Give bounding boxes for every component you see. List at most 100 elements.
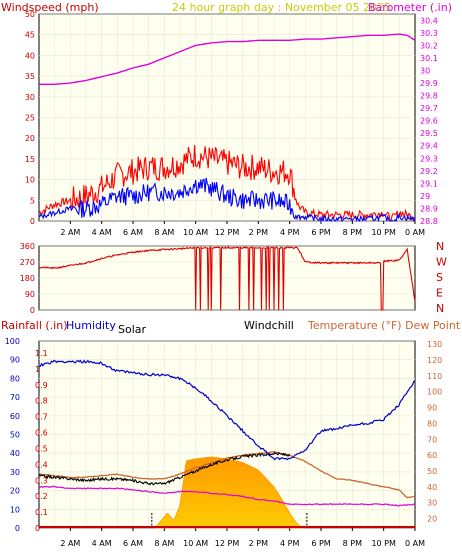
solar-label: Solar — [118, 323, 147, 336]
rainfall-tick-label: 0 — [35, 524, 40, 533]
humidity-tick-label: 0 — [15, 524, 20, 533]
direction-tick-label: 270 — [20, 258, 35, 267]
x-tick-label: 0 AM — [405, 539, 425, 548]
x-tick-label: 4 AM — [92, 539, 112, 548]
humidity-tick-label: 90 — [10, 356, 20, 365]
wind-barometer-panel: 0 5 10 15 20 25 30 35 40 45 50 28.8 28.9 29 29.1 29.2 29… — [25, 10, 438, 237]
direction-tick-label: 180 — [20, 274, 35, 283]
temperature-tick-label: 20 — [427, 514, 437, 523]
x-tick-label: 10 AM — [183, 228, 208, 237]
humidity-axis-title: Humidity — [66, 319, 116, 332]
temperature-tick-label: 110 — [427, 372, 442, 381]
wind-speed-tick-label: 15 — [25, 155, 35, 164]
humidity-line — [38, 359, 416, 461]
humidity-tick-label: 70 — [10, 393, 20, 402]
barometer-tick-label: 28.9 — [420, 204, 438, 213]
temperature-tick-label: 80 — [427, 419, 437, 428]
temperature-dewpoint-axis-title: Temperature (°F) Dew Point (°F) — [307, 319, 462, 332]
x-tick-label: 2 AM — [60, 228, 80, 237]
barometer-tick-label: 29 — [420, 192, 430, 201]
humidity-tick-label: 60 — [10, 412, 20, 421]
x-tick-label: 6 PM — [311, 539, 330, 548]
x-tick-label: 10 PM — [371, 228, 396, 237]
wind-speed-tick-label: 50 — [25, 10, 35, 19]
temperature-tick-label: 40 — [427, 483, 437, 492]
temperature-tick-label: 30 — [427, 499, 437, 508]
barometer-tick-label: 30.4 — [420, 16, 438, 25]
humidity-tick-label: 80 — [10, 374, 20, 383]
x-tick-label: 2 PM — [249, 228, 268, 237]
dewpoint-line — [38, 485, 416, 507]
direction-tick-label: 0 — [30, 306, 35, 315]
barometer-tick-label: 30.2 — [420, 41, 438, 50]
barometer-tick-label: 29.2 — [420, 167, 438, 176]
rainfall-tick-label: 0.6 — [35, 429, 48, 438]
wind-speed-tick-label: 5 — [30, 196, 35, 205]
barometer-tick-label: 29.5 — [420, 129, 438, 138]
rainfall-tick-label: 0.1 — [35, 508, 48, 517]
chart-title: 24 hour graph day : November 05 2025 — [172, 1, 391, 14]
temperature-tick-label: 90 — [427, 404, 437, 413]
rainfall-tick-label: 0.5 — [35, 444, 48, 453]
barometer-tick-label: 30.3 — [420, 29, 438, 38]
wind-speed-tick-label: 45 — [25, 31, 35, 40]
windchill-line — [38, 451, 291, 486]
x-tick-label: 10 PM — [371, 539, 396, 548]
compass-label: W — [436, 256, 447, 269]
x-tick-label: 8 PM — [343, 228, 362, 237]
rainfall-axis-title: Rainfall (.in) — [1, 319, 68, 332]
barometer-line — [39, 33, 416, 86]
wind-gust-line — [38, 145, 416, 222]
compass-label: E — [436, 287, 443, 300]
humidity-tick-label: 20 — [10, 487, 20, 496]
wind-speed-tick-label: 40 — [25, 51, 35, 60]
barometer-tick-label: 29.8 — [420, 92, 438, 101]
barometer-tick-label: 29.7 — [420, 104, 438, 113]
rainfall-tick-label: 0.3 — [35, 476, 48, 485]
wind-direction-line — [38, 245, 416, 311]
wind-speed-tick-label: 20 — [25, 134, 35, 143]
x-tick-label: 12 PM — [215, 539, 240, 548]
x-tick-label: 2 PM — [249, 539, 268, 548]
humidity-tick-label: 10 — [10, 505, 20, 514]
wind-speed-tick-label: 0 — [30, 217, 35, 226]
x-tick-label: 4 PM — [280, 228, 299, 237]
compass-label: S — [436, 271, 443, 284]
barometer-tick-label: 29.4 — [420, 142, 438, 151]
rainfall-tick-label: 0.7 — [35, 413, 48, 422]
barometer-tick-label: 29.6 — [420, 117, 438, 126]
x-tick-label: 6 PM — [311, 228, 330, 237]
x-tick-label: 8 AM — [154, 539, 174, 548]
temperature-tick-label: 120 — [427, 356, 442, 365]
direction-tick-label: 90 — [25, 290, 35, 299]
temperature-line — [38, 450, 416, 499]
wind-speed-tick-label: 10 — [25, 176, 35, 185]
temperature-tick-label: 130 — [427, 340, 442, 349]
x-tick-label: 12 PM — [215, 228, 240, 237]
wind-speed-axis-title: Windspeed (mph) — [1, 1, 99, 14]
rainfall-tick-label: 0.2 — [35, 492, 48, 501]
barometer-axis-title: Barometer (.in) — [368, 1, 452, 14]
x-tick-label: 8 PM — [343, 539, 362, 548]
rainfall-tick-label: 0.8 — [35, 397, 48, 406]
direction-tick-label: 360 — [20, 242, 35, 251]
x-tick-label: 10 AM — [183, 539, 208, 548]
temperature-tick-label: 50 — [427, 467, 437, 476]
x-tick-label: 6 AM — [123, 228, 143, 237]
wind-speed-tick-label: 35 — [25, 72, 35, 81]
barometer-tick-label: 28.8 — [420, 217, 438, 226]
humidity-tick-label: 100 — [5, 337, 20, 346]
rainfall-tick-label: 0.9 — [35, 381, 48, 390]
compass-label: N — [436, 302, 444, 315]
wind-average-line — [38, 177, 416, 224]
rainfall-tick-label: 1.1 — [35, 349, 48, 358]
x-tick-label: 0 AM — [405, 228, 425, 237]
x-tick-label: 8 AM — [154, 228, 174, 237]
barometer-tick-label: 29.1 — [420, 179, 438, 188]
temperature-tick-label: 100 — [427, 388, 442, 397]
barometer-tick-label: 30.1 — [420, 54, 438, 63]
barometer-tick-label: 29.3 — [420, 154, 438, 163]
humidity-tick-label: 30 — [10, 468, 20, 477]
